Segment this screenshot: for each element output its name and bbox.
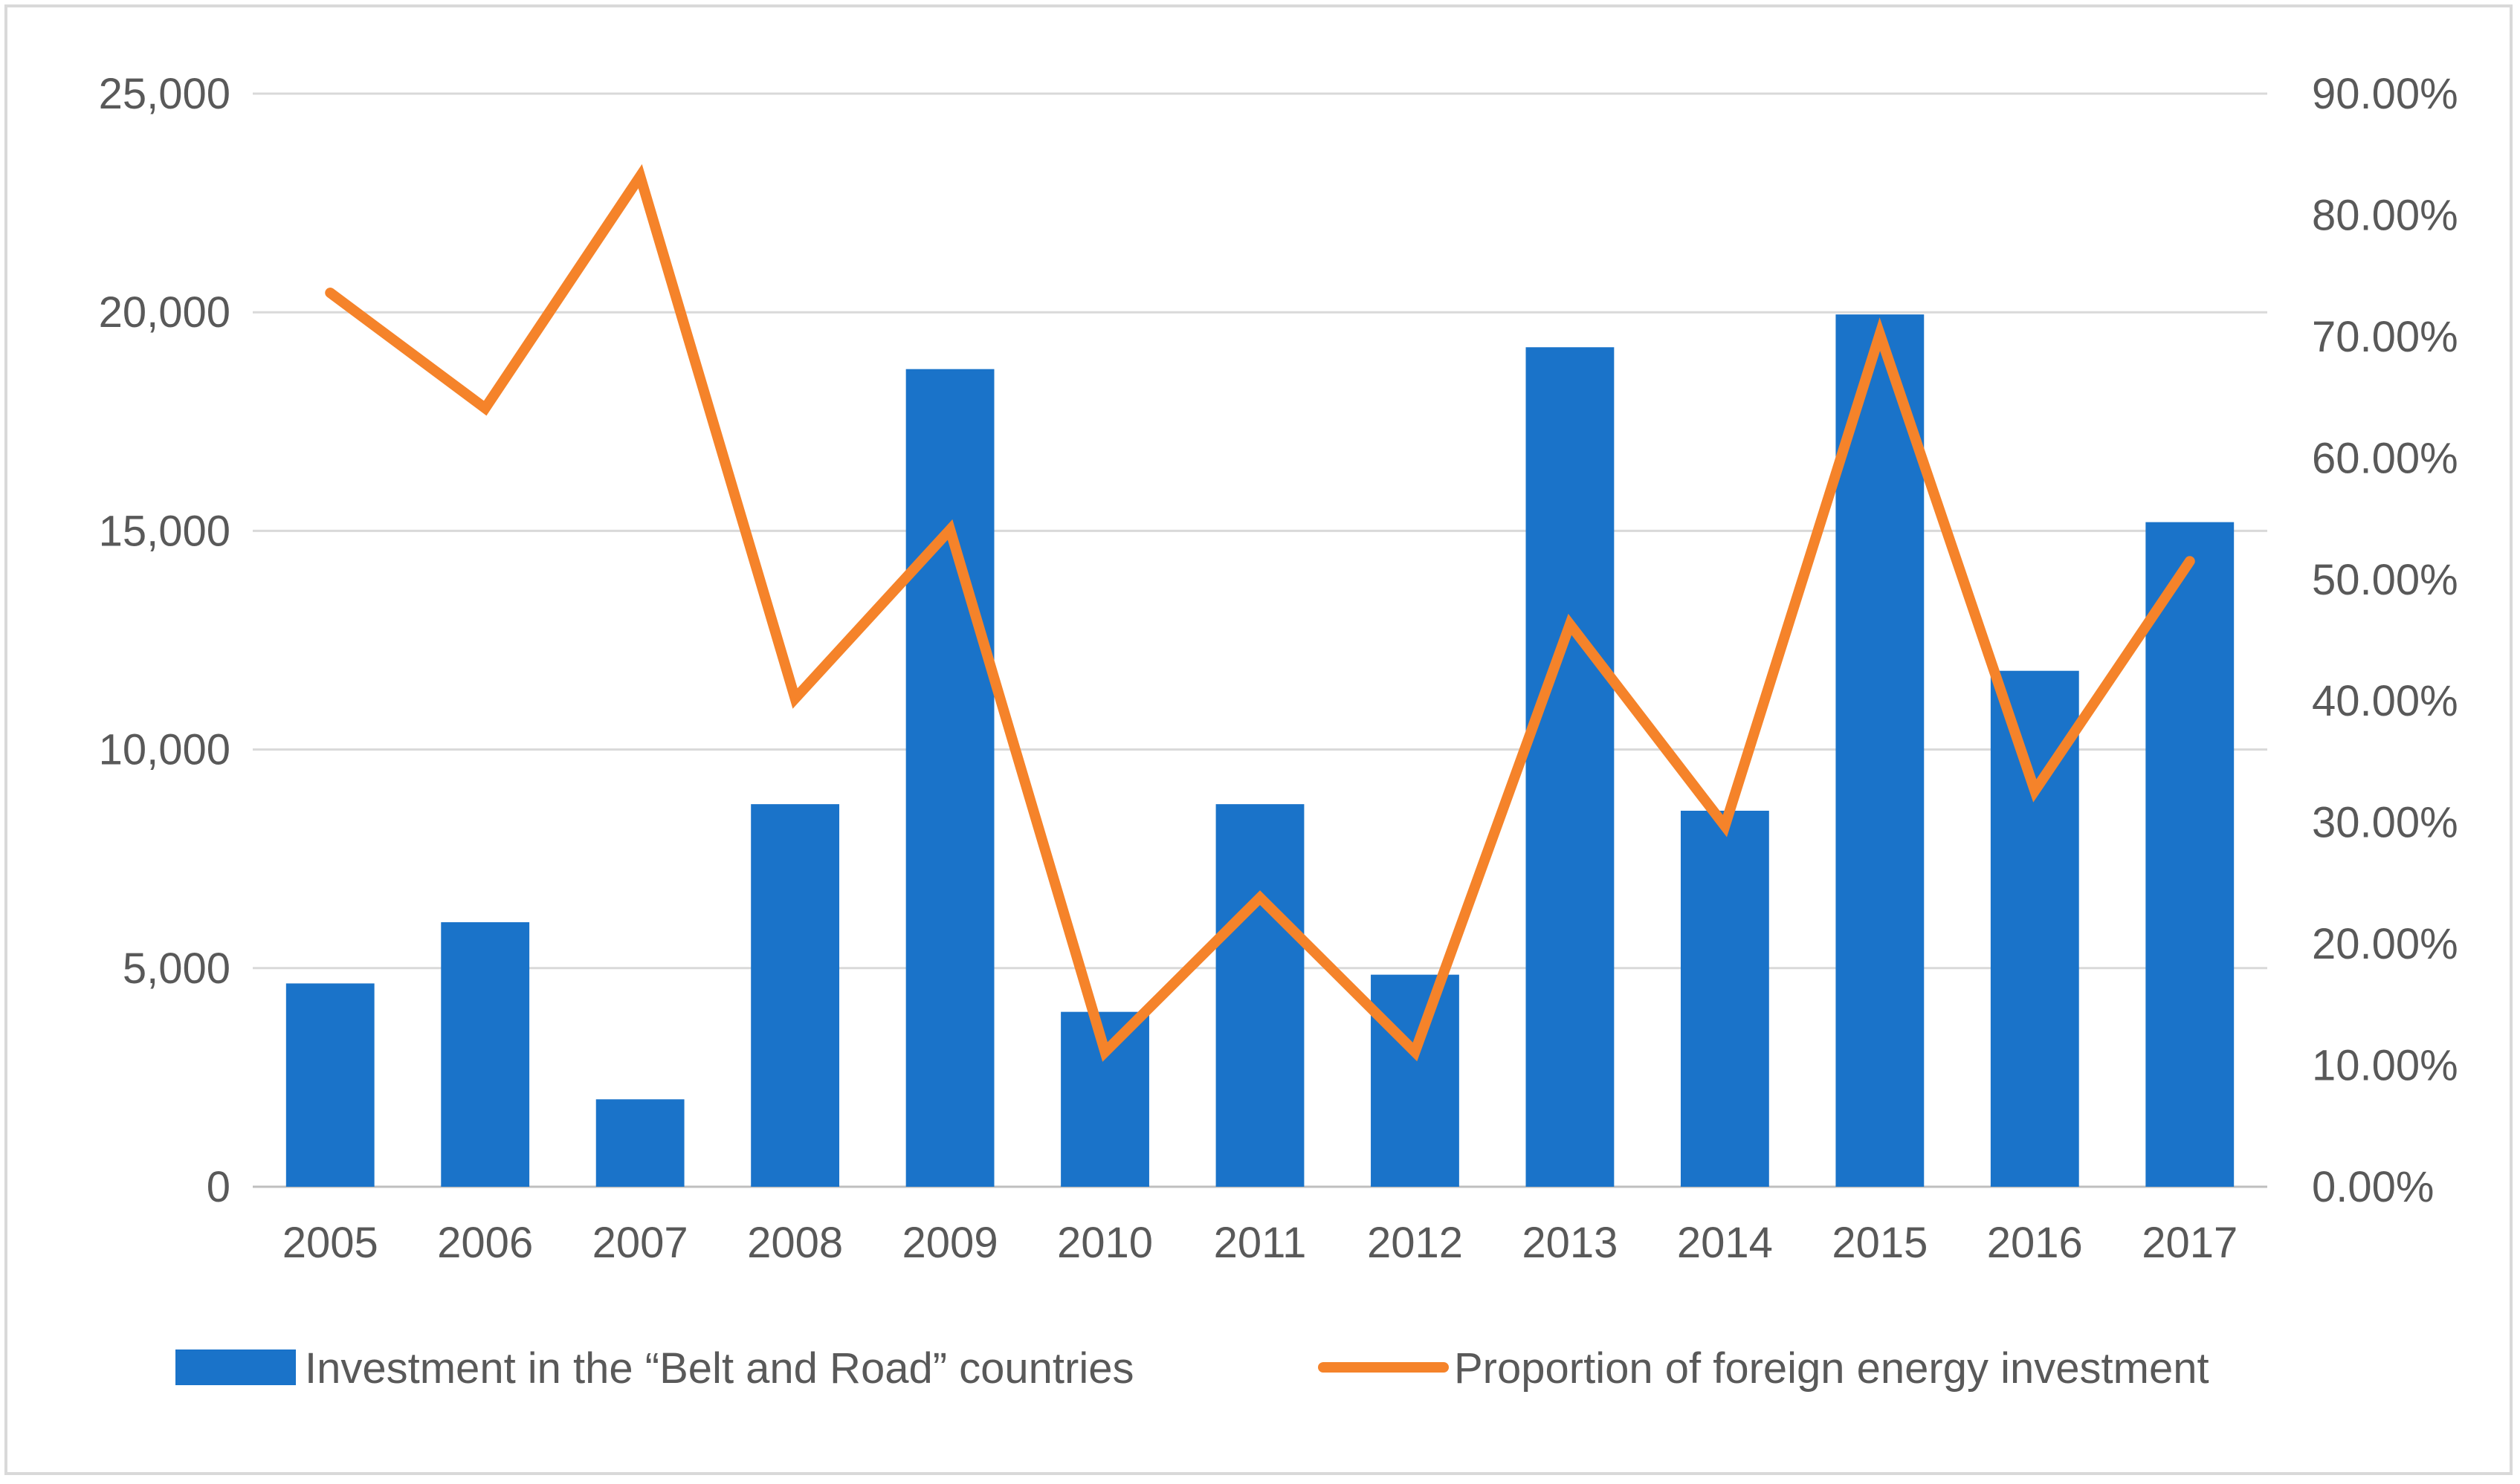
- y-right-tick-label: 20.00%: [2312, 920, 2458, 968]
- line-point: [329, 292, 332, 294]
- y-left-tick-label: 15,000: [99, 507, 230, 555]
- line-point: [2188, 560, 2191, 563]
- bar: [905, 369, 995, 1187]
- line-point: [794, 697, 796, 699]
- y-right-tick-label: 50.00%: [2312, 556, 2458, 604]
- x-tick-label: 2011: [1214, 1219, 1307, 1267]
- y-right-tick-label: 60.00%: [2312, 434, 2458, 482]
- bar: [1990, 670, 2079, 1187]
- y-right-tick-label: 90.00%: [2312, 70, 2458, 118]
- y-right-tick-label: 70.00%: [2312, 313, 2458, 361]
- gridlines: [253, 92, 2267, 1188]
- line-point: [1724, 825, 1726, 827]
- legend: Investment in the “Belt and Road” countr…: [175, 1344, 2209, 1393]
- line-point: [949, 528, 952, 531]
- x-tick-label: 2010: [1057, 1219, 1153, 1267]
- y-right-tick-label: 10.00%: [2312, 1042, 2458, 1090]
- bar: [1680, 810, 1769, 1187]
- combo-chart: 0 5,000 10,000 15,000 20,000 25,000 0.00% 10.00…: [99, 70, 2458, 1393]
- y-left-tick-label: 20,000: [99, 288, 230, 337]
- line-point: [1414, 1051, 1416, 1053]
- bar: [751, 804, 840, 1187]
- x-tick-label: 2008: [747, 1219, 843, 1267]
- line-point: [1259, 897, 1261, 899]
- legend-swatch-bar: [175, 1349, 296, 1385]
- y-right-tick-label: 30.00%: [2312, 799, 2458, 847]
- x-tick-label: 2007: [592, 1219, 688, 1267]
- axes: 0 5,000 10,000 15,000 20,000 25,000 0.00% 10.00…: [99, 70, 2458, 1267]
- y-right-tick-label: 80.00%: [2312, 191, 2458, 239]
- chart-frame: 0 5,000 10,000 15,000 20,000 25,000 0.00% 10.00…: [4, 4, 2513, 1475]
- legend-label-bar: Investment in the “Belt and Road” countr…: [305, 1344, 1134, 1393]
- x-tick-label: 2006: [437, 1219, 533, 1267]
- y-right-tick-label: 0.00%: [2312, 1163, 2434, 1211]
- bar: [1215, 804, 1305, 1187]
- y-left-tick-label: 0: [207, 1163, 230, 1211]
- line-point: [639, 175, 642, 178]
- y-left-tick-label: 10,000: [99, 726, 230, 774]
- bar-series: [285, 314, 2235, 1187]
- bar: [285, 983, 375, 1187]
- y-left-tick-label: 5,000: [123, 944, 230, 993]
- x-tick-label: 2013: [1522, 1219, 1618, 1267]
- bar: [595, 1099, 685, 1187]
- line-point: [484, 407, 486, 409]
- x-tick-label: 2016: [1987, 1219, 2083, 1267]
- y-left-tick-label: 25,000: [99, 70, 230, 118]
- bar: [441, 922, 530, 1187]
- legend-label-line: Proportion of foreign energy investment: [1454, 1344, 2209, 1393]
- x-tick-label: 2009: [902, 1219, 998, 1267]
- bar: [1525, 347, 1615, 1187]
- x-tick-label: 2012: [1367, 1219, 1463, 1267]
- bar: [2145, 522, 2235, 1187]
- bar: [1835, 314, 1925, 1187]
- x-tick-label: 2017: [2142, 1219, 2238, 1267]
- line-point: [2034, 790, 2036, 792]
- y-right-tick-label: 40.00%: [2312, 677, 2458, 725]
- x-tick-label: 2005: [282, 1219, 378, 1267]
- line-point: [1568, 623, 1571, 626]
- line-point: [1878, 333, 1881, 335]
- x-tick-label: 2015: [1832, 1219, 1928, 1267]
- line-point: [1104, 1051, 1106, 1053]
- bar: [1371, 974, 1459, 1187]
- x-tick-label: 2014: [1677, 1219, 1773, 1267]
- line-series: [325, 163, 2195, 1062]
